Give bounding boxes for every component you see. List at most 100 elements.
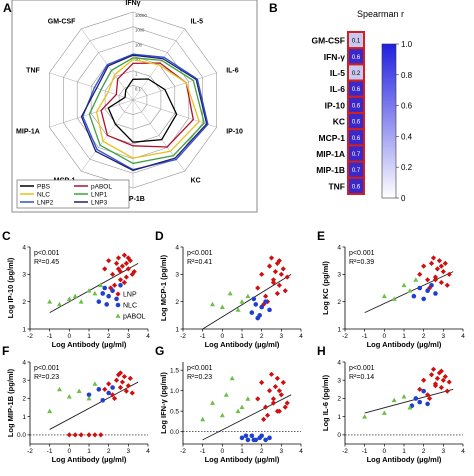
point-lnp (274, 408, 280, 414)
point-lnp (268, 255, 275, 261)
point-nlc (263, 299, 268, 304)
radar-spoke (49, 72, 134, 101)
point-lnp (444, 388, 450, 394)
heatmap-cell-value: 0.7 (352, 168, 361, 174)
x-tick-label: -2 (27, 448, 33, 455)
x-axis-label: Log Antibody (µg/ml) (205, 455, 280, 464)
heatmap-row-label: IP-10 (325, 100, 346, 110)
point-lnp (261, 416, 267, 422)
legend-label-lnp1: LNP1 (91, 192, 108, 199)
x-tick-label: 4 (146, 333, 150, 340)
heatmap-cell-value: 0.7 (352, 152, 361, 158)
radar-legend-box (16, 179, 130, 209)
y-tick-label: 0 (337, 432, 341, 439)
point-nlc (259, 304, 264, 310)
point-lnp (129, 390, 135, 396)
point-lnp (284, 274, 290, 280)
point-lnp (274, 375, 280, 381)
point-nlc (421, 388, 426, 394)
point-pabol (92, 381, 98, 386)
point-lnp (121, 252, 127, 258)
x-tick-label: 3 (280, 333, 284, 340)
radar-axis-label: KC (191, 177, 201, 184)
colorbar-ticks: 1.0 0.8 0.6 0.4 0.2 0 (396, 40, 413, 203)
legend-label-pabol: pABOL (123, 314, 146, 321)
panel-letter: C (2, 229, 11, 243)
point-nlc (106, 390, 111, 396)
panel-b-letter: B (269, 1, 278, 15)
heatmap-cell-value: 0.6 (352, 55, 361, 61)
point-lnp (78, 432, 84, 438)
colorbar-tick-label: 0.8 (401, 71, 413, 80)
point-lnp (417, 271, 423, 277)
point-lnp (111, 282, 118, 288)
legend-marker-lnp (115, 291, 121, 297)
x-tick-label: 1 (402, 333, 406, 340)
x-axis-label: Log Antibody (µg/ml) (367, 340, 442, 349)
point-pabol (407, 404, 413, 410)
point-lnp (119, 263, 126, 269)
point-lnp (432, 277, 439, 283)
radar-series-nlc (95, 58, 200, 159)
point-lnp (264, 412, 271, 418)
point-lnp (121, 279, 127, 286)
scatter-panel-f: F -2 -1 0 1 2 3 4 Log Antibody (µg/ml) 0.0 1 2 3 4 Log… (2, 344, 150, 464)
y-tick-label: 2 (175, 299, 179, 306)
radar-axis-label: IP-10 (226, 128, 243, 135)
radar-chart: 10000 1000 100 10 1 0.1 IFNγ IL-5 IL-6 IP-10 KC MIP… (16, 0, 243, 203)
x-tick-label: -2 (27, 333, 33, 340)
p-value: p<0.001 (187, 365, 213, 372)
y-axis-label: Log IL-6 (pg/ml) (321, 374, 330, 431)
point-nlc (110, 288, 115, 294)
p-value: p<0.001 (349, 250, 375, 257)
point-lnp (266, 263, 273, 269)
p-value: p<0.001 (34, 365, 60, 372)
colorbar-tick-label: 0.4 (401, 132, 413, 141)
radar-axis-label: GM-CSF (48, 19, 76, 26)
y-tick-label: 1 (22, 326, 26, 333)
point-pabol (200, 416, 206, 422)
point-pabol (401, 394, 407, 399)
radar-ring-label: 10 (135, 57, 140, 62)
y-axis-label: Log IFN-γ (pg/ml) (159, 372, 168, 434)
r-squared: R²=0.23 (34, 374, 59, 381)
r-squared: R²=0.45 (34, 259, 59, 266)
y-tick-label: 0.5 (170, 409, 179, 416)
point-nlc (425, 401, 430, 407)
point-pabol (78, 299, 84, 304)
point-pabol (239, 404, 245, 409)
x-tick-label: 2 (422, 333, 426, 340)
x-tick-label: -1 (362, 333, 368, 340)
x-tick-label: 2 (260, 333, 264, 340)
y-axis-label: Log MIP-1B (pg/ml) (6, 368, 15, 437)
point-pabol (76, 388, 82, 394)
x-tick-label: 3 (442, 333, 446, 340)
point-lnp (131, 269, 137, 275)
x-tick-label: -1 (200, 448, 206, 455)
point-pabol (66, 394, 72, 399)
legend-label-lnp3: LNP3 (91, 200, 108, 207)
y-axis-label: Log KC (pg/ml) (321, 261, 330, 315)
y-tick-label: 4 (337, 244, 341, 251)
y-tick-label: 4 (22, 244, 26, 251)
point-lnp (274, 290, 280, 297)
legend-marker-pabol (115, 313, 121, 318)
point-lnp (129, 271, 135, 277)
point-lnp (276, 282, 282, 288)
x-tick-label: 0 (68, 333, 72, 340)
point-lnp (276, 258, 282, 264)
heatmap: GM-CSF 0.1 IFN-γ 0.6 IL-5 0.2 IL-6 0.6 IP-10 0.6 K… (311, 31, 365, 196)
x-tick-label: -2 (342, 448, 348, 455)
heatmap-cell-value: 0.6 (352, 87, 361, 93)
heatmap-cell-value: 0.6 (352, 184, 361, 190)
r-squared: R²=0.39 (349, 259, 374, 266)
point-lnp (438, 384, 444, 391)
point-pabol (245, 396, 251, 401)
point-pabol (391, 296, 397, 301)
point-lnp (446, 271, 452, 277)
x-tick-label: 0 (221, 448, 225, 455)
point-lnp (438, 368, 444, 374)
x-tick-label: 2 (107, 333, 111, 340)
point-lnp (102, 266, 108, 272)
y-tick-label: 3 (175, 272, 179, 279)
